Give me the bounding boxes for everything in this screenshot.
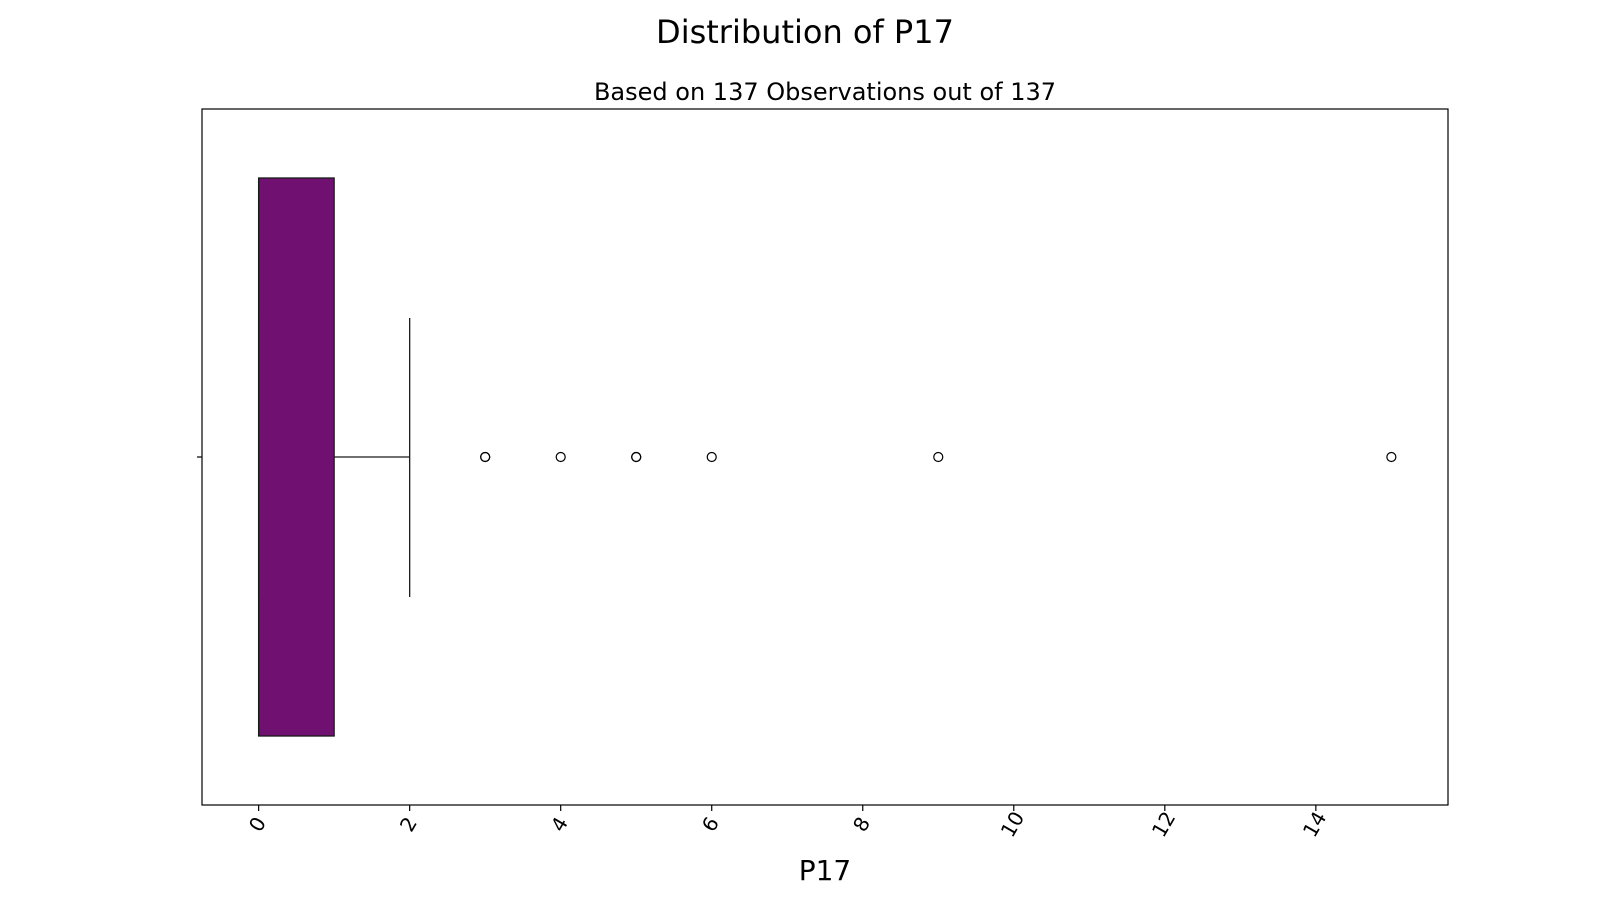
x-tick-label: 6: [697, 813, 724, 836]
outlier-point: [480, 451, 491, 463]
chart-subtitle: Based on 137 Observations out of 137: [594, 78, 1056, 106]
x-tick-label: 10: [996, 807, 1030, 841]
x-tick-label: 2: [395, 813, 422, 836]
x-axis: 0 2 4 6 8 10 12 14: [197, 108, 1449, 841]
outlier-point: [555, 451, 566, 463]
x-tick-label: 4: [546, 813, 573, 836]
plot-area: [257, 177, 1397, 737]
outlier-point: [1386, 451, 1397, 463]
outlier-point: [706, 451, 717, 463]
chart-title: Distribution of P17: [656, 13, 954, 51]
x-tick-label: 12: [1147, 807, 1181, 841]
x-tick-label: 0: [244, 813, 271, 836]
iqr-box: [257, 177, 335, 737]
outlier-point: [933, 451, 944, 463]
x-tick-label: 8: [848, 813, 875, 836]
x-tick-label: 14: [1298, 807, 1332, 841]
x-axis-label: P17: [799, 854, 852, 887]
outlier-point: [631, 451, 642, 463]
